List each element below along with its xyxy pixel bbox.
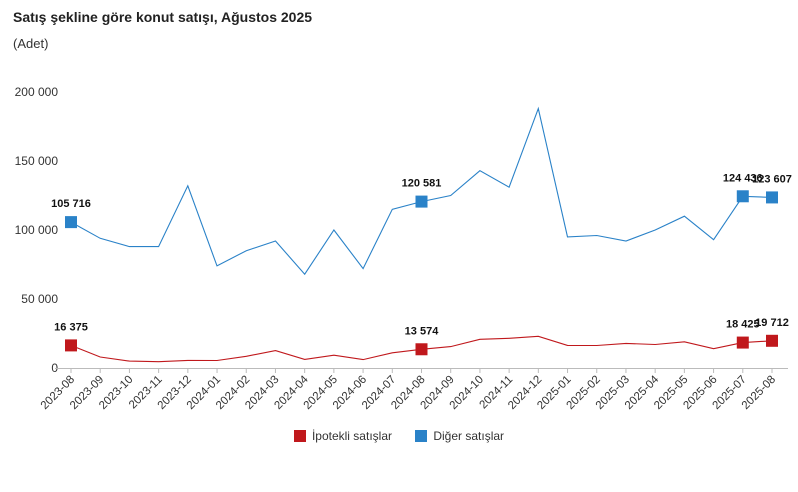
- data-label: 16 375: [54, 321, 88, 333]
- data-label: 105 716: [51, 198, 91, 210]
- legend: İpotekli satışlar Diğer satışlar: [0, 429, 798, 445]
- y-axis: 0 50 000 100 000 150 000 200 000: [15, 85, 59, 375]
- y-tick-label: 150 000: [15, 154, 59, 168]
- data-label: 18 425: [726, 319, 760, 331]
- legend-label-ipotekli: İpotekli satışlar: [311, 429, 392, 443]
- series-lines: [70, 106, 773, 363]
- data-label: 13 574: [405, 325, 440, 337]
- data-point-marker: [766, 334, 778, 347]
- series-line-diger: [70, 106, 773, 276]
- data-point-marker: [415, 195, 428, 208]
- legend-label-diger: Diğer satışlar: [433, 429, 505, 443]
- legend-item-ipotekli[interactable]: İpotekli satışlar: [293, 429, 392, 443]
- y-tick-label: 0: [51, 361, 58, 375]
- chart-title: Satış şekline göre konut satışı, Ağustos…: [13, 9, 313, 25]
- data-point-marker: [65, 339, 77, 352]
- data-point-marker: [736, 336, 749, 349]
- data-label: 124 436: [723, 172, 763, 184]
- legend-swatch-ipotekli: [293, 430, 306, 442]
- data-point-marker: [415, 343, 428, 356]
- x-axis: 2023-082023-092023-102023-112023-122024-…: [39, 368, 788, 412]
- data-point-marker: [736, 190, 749, 203]
- data-point-marker: [766, 191, 778, 204]
- data-label: 120 581: [402, 178, 442, 190]
- data-label: 19 712: [755, 317, 789, 329]
- chart-unit-label: (Adet): [13, 36, 49, 51]
- data-point-marker: [65, 216, 77, 229]
- legend-swatch-diger: [415, 430, 428, 442]
- legend-item-diger[interactable]: Diğer satışlar: [415, 429, 504, 443]
- data-label: 123 607: [752, 173, 792, 185]
- series-markers: [65, 190, 778, 356]
- y-tick-label: 200 000: [15, 85, 59, 99]
- y-tick-label: 100 000: [15, 223, 59, 237]
- y-tick-label: 50 000: [21, 292, 58, 306]
